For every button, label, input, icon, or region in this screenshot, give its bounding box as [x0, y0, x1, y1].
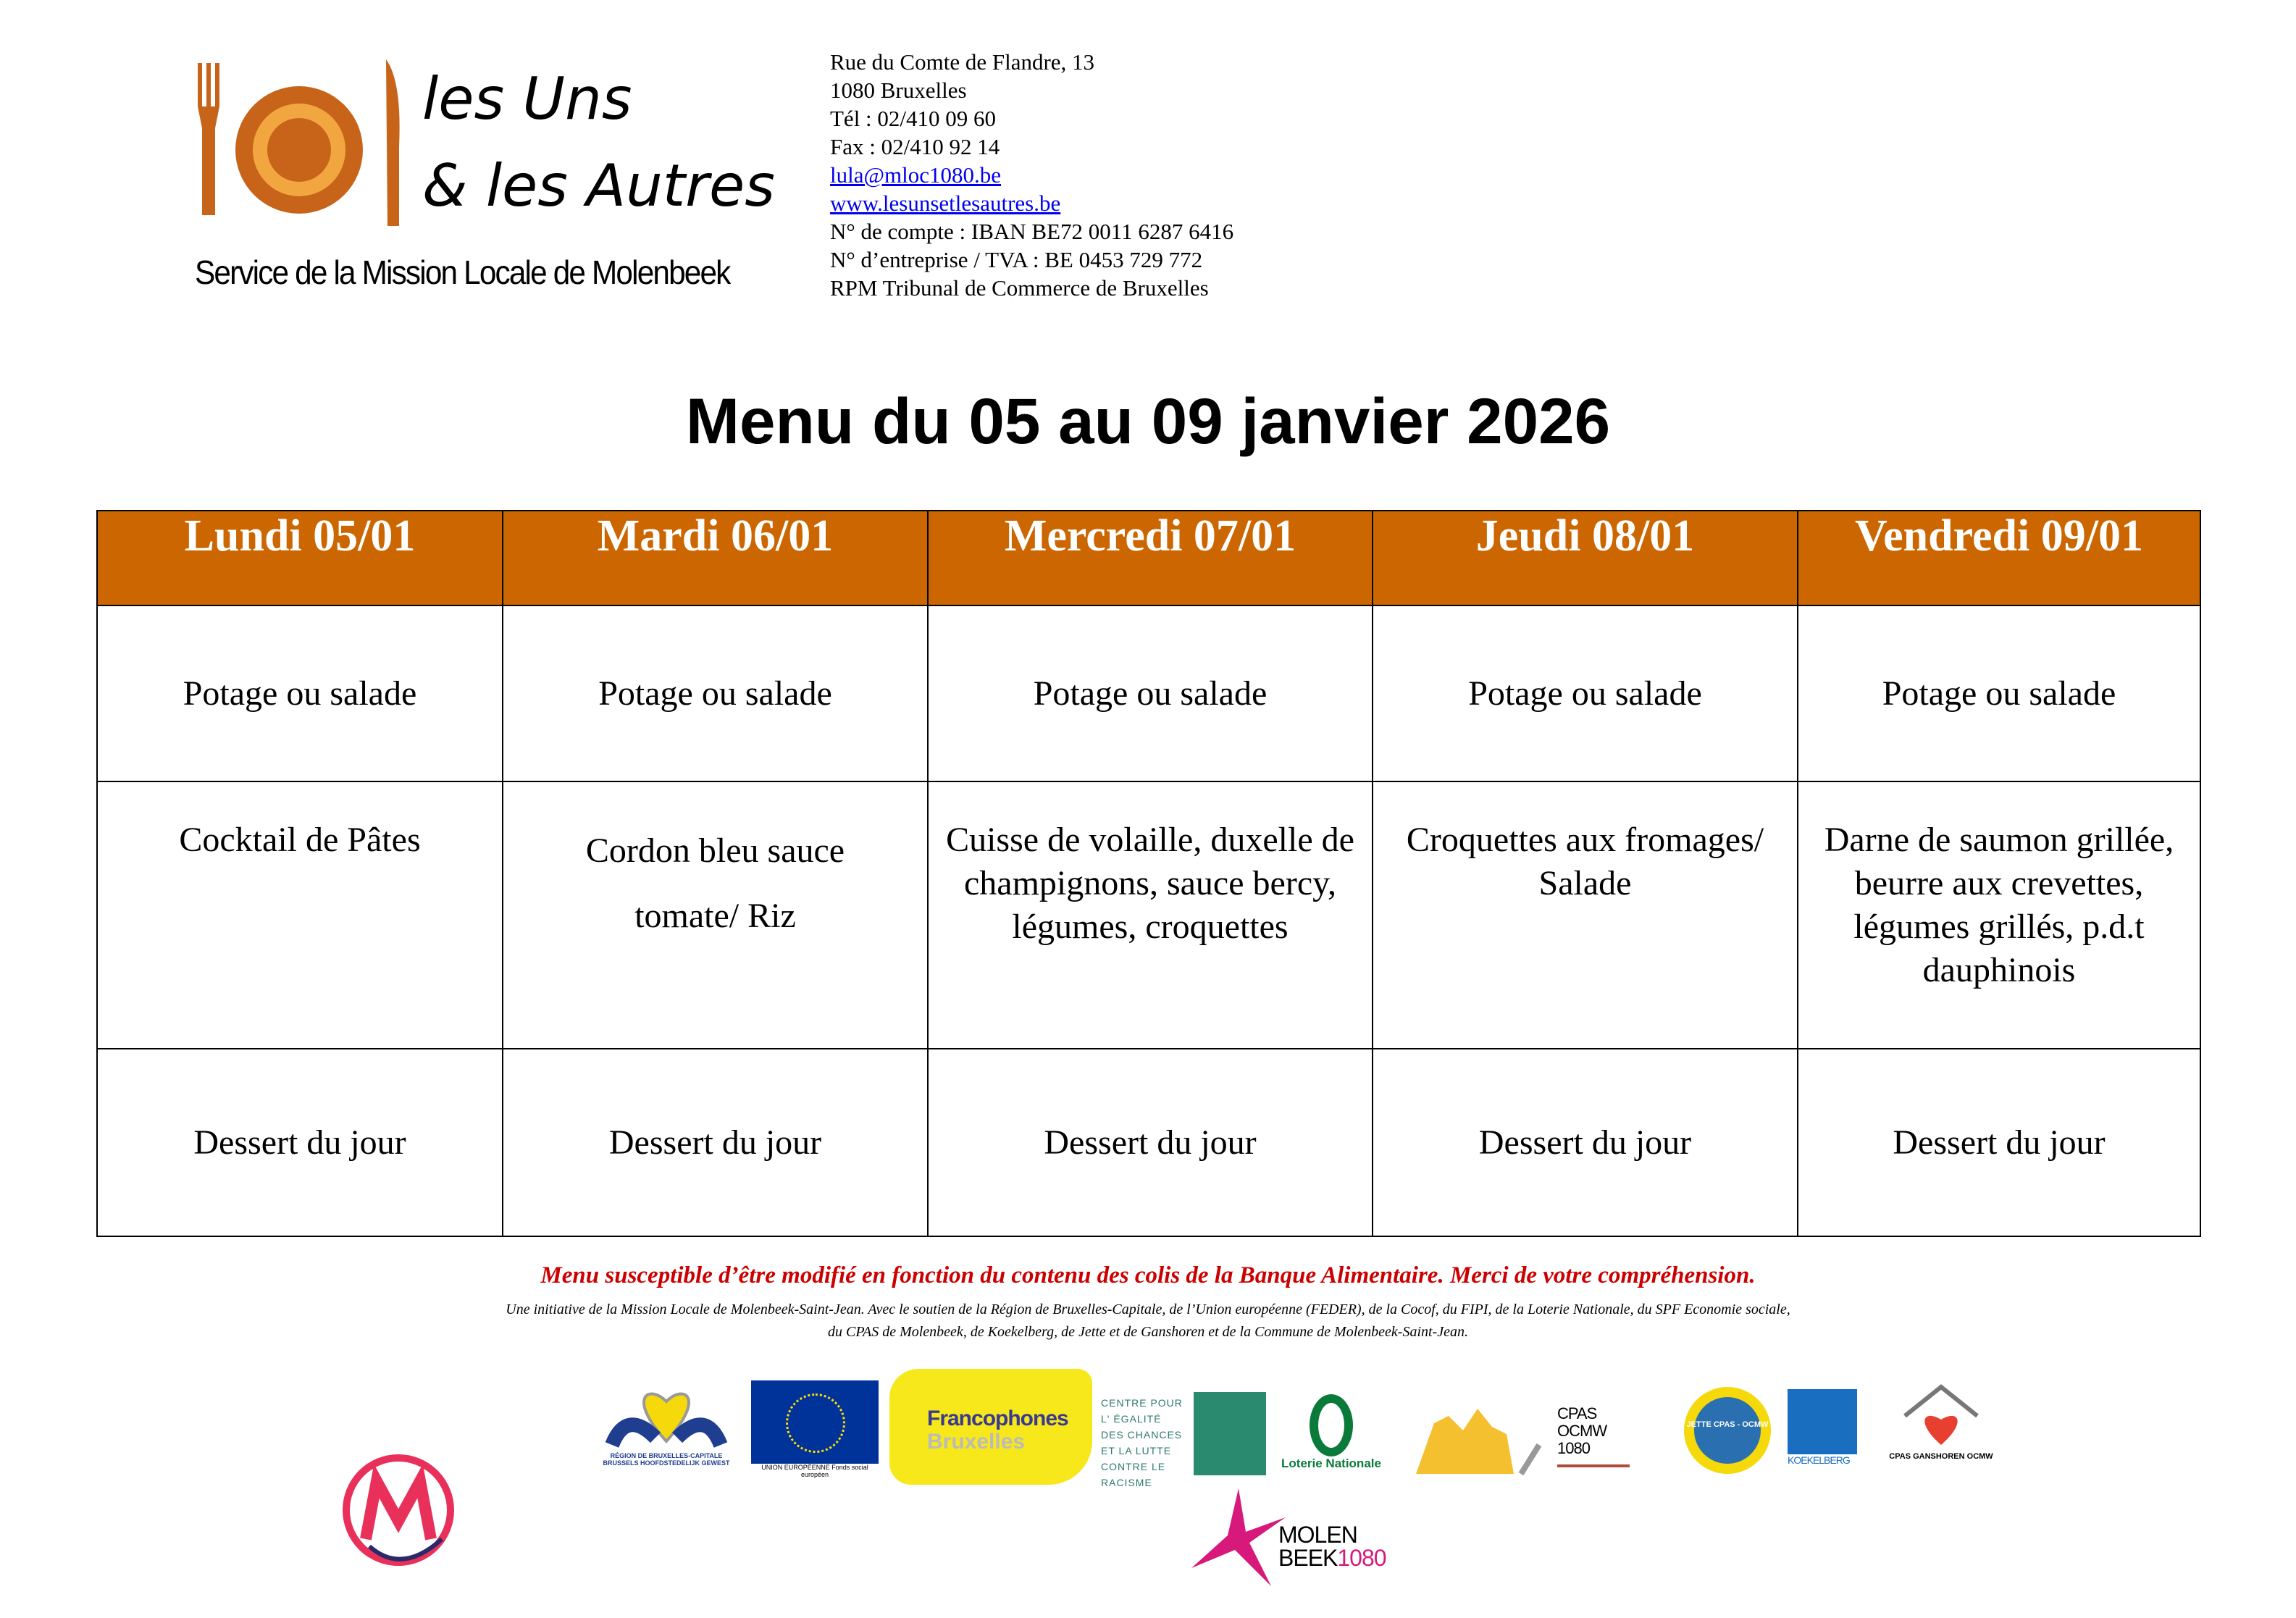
logo-text-line2: & les Autres [422, 152, 775, 219]
disclaimer-note: Menu susceptible d’être modifié en fonct… [540, 1262, 1756, 1288]
account-number: N° de compte : IBAN BE72 0011 6287 6416 [830, 219, 1234, 244]
starter-cell: Potage ou salade [1797, 605, 2201, 782]
rpm: RPM Tribunal de Commerce de Bruxelles [830, 275, 1209, 301]
credits-line: du CPAS de Molenbeek, de Koekelberg, de … [828, 1324, 1468, 1340]
day-header: Jeudi 08/01 [1372, 510, 1798, 606]
day-header: Mardi 06/01 [502, 510, 929, 606]
main-cell: Darne de saumon grillée, beurre aux crev… [1797, 781, 2201, 1049]
dessert-cell: Dessert du jour [1797, 1048, 2201, 1237]
main-cell: Cocktail de Pâtes [96, 781, 503, 1049]
phone: Tél : 02/410 09 60 [830, 106, 997, 131]
dessert-row: Dessert du jour Dessert du jour Dessert … [96, 1048, 2201, 1237]
eu-flag-logo: UNION EUROPÉENNE Fonds social européen [751, 1380, 879, 1482]
email-link[interactable]: lula@mloc1080.be [830, 162, 1002, 188]
mission-locale-logo [340, 1452, 464, 1575]
loterie-nationale-logo: Loterie Nationale [1277, 1394, 1386, 1481]
starter-cell: Potage ou salade [1372, 605, 1798, 782]
dessert-cell: Dessert du jour [502, 1048, 929, 1237]
contact-block: Rue du Comte de Flandre, 13 1080 Bruxell… [830, 48, 1233, 302]
logo-text-line1: les Uns [422, 65, 632, 133]
eu-stars-icon [751, 1380, 879, 1464]
main-cell: Cuisse de volaille, duxelle de champigno… [927, 781, 1373, 1049]
website-link[interactable]: www.lesunsetlesautres.be [830, 190, 1061, 216]
day-header: Vendredi 09/01 [1797, 510, 2201, 606]
menu-table: Lundi 05/01 Mardi 06/01 Mercredi 07/01 J… [96, 510, 2201, 1237]
molenbeek-1080-logo: MOLEN BEEK1080 [1191, 1488, 1409, 1586]
vat-number: N° d’entreprise / TVA : BE 0453 729 772 [830, 247, 1203, 272]
credits-line: Une initiative de la Mission Locale de M… [506, 1301, 1790, 1317]
dessert-cell: Dessert du jour [96, 1048, 503, 1237]
fork-plate-knife-icon [198, 59, 400, 226]
day-header: Mercredi 07/01 [927, 510, 1373, 606]
region-bruxelles-logo: RÉGION DE BRUXELLES-CAPITALE BRUSSELS HO… [598, 1383, 735, 1474]
cpas-molenbeek-logo: CPAS OCMW 1080 [1557, 1387, 1666, 1474]
address-line: Rue du Comte de Flandre, 13 [830, 49, 1095, 75]
fipi-logo [1412, 1387, 1543, 1477]
starter-cell: Potage ou salade [927, 605, 1373, 782]
dessert-cell: Dessert du jour [927, 1048, 1373, 1237]
address-line: 1080 Bruxelles [830, 77, 967, 103]
day-header: Lundi 05/01 [96, 510, 503, 606]
main-cell: Croquettes aux fromages/ Salade [1372, 781, 1798, 1049]
pinwheel-icon [1191, 1488, 1286, 1586]
main-course-row: Cocktail de Pâtes Cordon bleu sauce toma… [96, 781, 2201, 1049]
logo-tagline: Service de la Mission Locale de Molenbee… [195, 253, 731, 291]
francophones-bruxelles-logo: Francophones Bruxelles [889, 1369, 1092, 1485]
koekelberg-logo: KOEKELBERG [1788, 1389, 1857, 1470]
starter-cell: Potage ou salade [502, 605, 929, 782]
cpas-ganshoren-logo: CPAS GANSHOREN OCMW [1887, 1383, 1995, 1474]
fax: Fax : 02/410 92 14 [830, 134, 1000, 159]
cpas-jette-logo: JETTE CPAS - OCMW [1684, 1387, 1771, 1474]
day-header-row: Lundi 05/01 Mardi 06/01 Mercredi 07/01 J… [96, 510, 2201, 606]
egalite-des-chances-logo: CENTRE POUR L' ÉGALITÉ DES CHANCES ET LA… [1101, 1392, 1268, 1488]
main-cell: Cordon bleu sauce tomate/ Riz [502, 781, 929, 1049]
starter-row: Potage ou salade Potage ou salade Potage… [96, 605, 2201, 782]
dessert-cell: Dessert du jour [1372, 1048, 1798, 1237]
starter-cell: Potage ou salade [96, 605, 503, 782]
credits: Une initiative de la Mission Locale de M… [0, 1299, 2296, 1344]
page-title: Menu du 05 au 09 janvier 2026 [685, 385, 1611, 457]
les-uns-et-les-autres-logo: les Uns & les Autres Service de la Missi… [190, 56, 792, 302]
